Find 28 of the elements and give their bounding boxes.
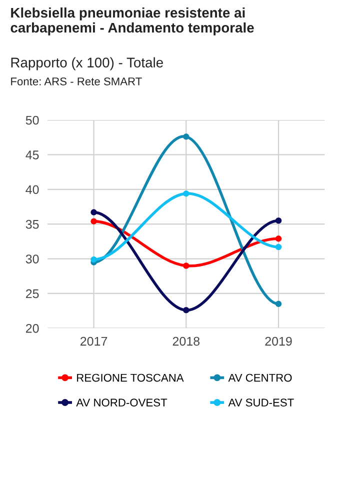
y-tick-label: 45 [26, 150, 39, 160]
point [90, 218, 97, 224]
legend-label: REGIONE TOSCANA [77, 374, 184, 382]
x-tick-label: 2019 [265, 336, 292, 346]
y-tick-label: 50 [26, 116, 39, 125]
point [275, 244, 282, 250]
point [183, 307, 190, 314]
x-tick-label: 2017 [80, 336, 108, 346]
point [90, 209, 97, 216]
y-tick-label: 20 [26, 324, 39, 333]
legend-label: AV NORD-OVEST [76, 398, 168, 407]
legend-label: AV SUD-EST [228, 398, 294, 407]
chart-title: Klebsiella pneumoniae resistente ai carbapenemi - Andamento temporale [10, 7, 254, 36]
point [90, 256, 97, 263]
point [275, 236, 282, 242]
point [183, 262, 190, 269]
point [183, 134, 190, 140]
source-note: Fonte: ARS - Rete SMART [11, 77, 142, 86]
point [275, 218, 282, 224]
y-tick-label: 40 [26, 185, 39, 194]
legend-label: AV CENTRO [228, 374, 292, 382]
y-tick-label: 25 [26, 289, 39, 298]
y-tick-label: 30 [26, 254, 39, 264]
chart-subtitle: Rapporto (x 100) - Totale [11, 57, 163, 70]
x-tick-label: 2018 [172, 336, 200, 346]
point [275, 300, 282, 308]
y-tick-label: 35 [26, 220, 39, 229]
point [183, 190, 190, 197]
